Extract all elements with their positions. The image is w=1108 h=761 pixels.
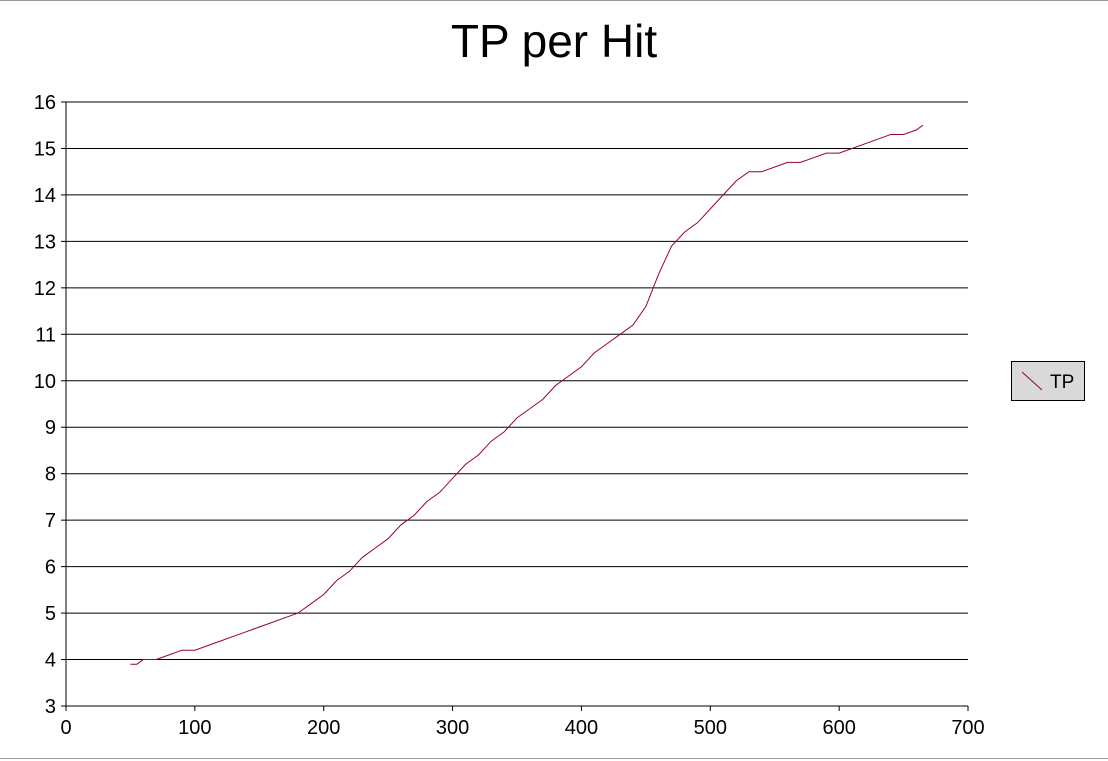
- legend-label-tp: TP: [1050, 372, 1075, 393]
- y-tick-label: 14: [34, 185, 56, 207]
- x-tick-label: 200: [307, 717, 340, 739]
- top-border: [0, 0, 1108, 1]
- y-tick-label: 12: [34, 278, 56, 300]
- gridlines: [66, 101, 968, 661]
- y-tick-label: 6: [45, 557, 56, 579]
- legend-swatch-tp: [1021, 371, 1043, 391]
- axes: [61, 101, 969, 711]
- y-tick-label: 15: [34, 138, 56, 160]
- x-tick-label: 600: [822, 717, 855, 739]
- y-tick-label: 10: [34, 371, 56, 393]
- x-tick-label: 500: [694, 717, 727, 739]
- bottom-border: [0, 758, 1108, 759]
- legend: TP: [1011, 361, 1085, 401]
- x-tick-label: 0: [60, 717, 71, 739]
- x-tick-label: 100: [178, 717, 211, 739]
- y-tick-label: 11: [35, 324, 56, 346]
- y-tick-label: 5: [45, 603, 56, 625]
- x-tick-label: 700: [951, 717, 984, 739]
- y-tick-label: 16: [34, 92, 56, 114]
- y-tick-label: 7: [45, 510, 56, 532]
- y-tick-label: 8: [45, 464, 56, 486]
- series-line-tp: [130, 124, 924, 665]
- y-tick-label: 4: [45, 650, 56, 672]
- y-tick-label: 3: [45, 696, 56, 718]
- y-tick-label: 9: [45, 417, 56, 439]
- x-tick-label: 400: [565, 717, 598, 739]
- chart-title: TP per Hit: [450, 15, 658, 67]
- x-tick-label: 300: [436, 717, 469, 739]
- tick-labels: 3 4 5 6 7 8 9 10 11 12 13 14 15 16 0 100 200 300 400 500 600…: [34, 92, 985, 739]
- y-tick-label: 13: [34, 231, 56, 253]
- series-layer: [130, 124, 924, 665]
